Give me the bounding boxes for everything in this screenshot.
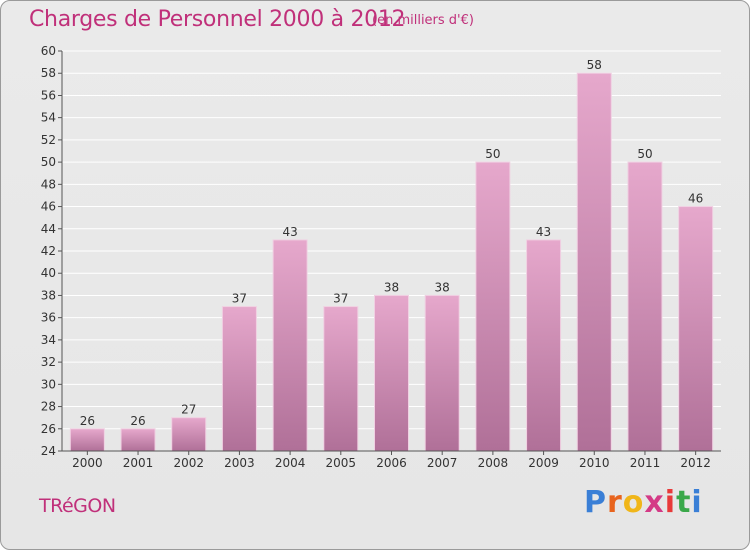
data-label: 37 xyxy=(333,292,348,306)
x-tick-label: 2003 xyxy=(224,456,255,470)
data-label: 46 xyxy=(688,192,703,206)
proxiti-logo: Proxiti xyxy=(584,485,703,520)
data-label: 58 xyxy=(587,58,602,72)
data-label: 26 xyxy=(130,414,145,428)
x-tick-label: 2012 xyxy=(680,456,711,470)
x-tick-label: 2006 xyxy=(376,456,407,470)
x-tick-label: 2008 xyxy=(478,456,509,470)
x-tick-label: 2001 xyxy=(123,456,154,470)
x-tick-label: 2009 xyxy=(528,456,559,470)
x-tick-label: 2004 xyxy=(275,456,306,470)
data-label: 50 xyxy=(637,147,652,161)
y-tick-label: 34 xyxy=(41,333,56,347)
logo-letter: P xyxy=(584,485,607,520)
y-axis: 24 26 28 30 32 34 36 38 40 42 44 46 48 50 52 54 56 58 60 xyxy=(41,44,63,458)
data-label: 38 xyxy=(435,280,450,294)
bar xyxy=(526,239,562,452)
bar xyxy=(69,428,105,452)
x-tick-label: 2002 xyxy=(173,456,204,470)
bars xyxy=(69,72,714,452)
logo-letter: t xyxy=(676,485,692,520)
y-tick-label: 46 xyxy=(41,200,56,214)
logo-letter: x xyxy=(644,485,665,520)
x-tick-label: 2007 xyxy=(427,456,458,470)
y-tick-label: 60 xyxy=(41,44,56,58)
data-label: 37 xyxy=(232,292,247,306)
y-tick-label: 52 xyxy=(41,133,56,147)
y-tick-label: 32 xyxy=(41,355,56,369)
y-tick-label: 44 xyxy=(41,222,56,236)
logo-letter: r xyxy=(607,485,623,520)
y-tick-label: 26 xyxy=(41,422,56,436)
chart-title: Charges de Personnel 2000 à 2012 xyxy=(29,7,406,32)
chart-subtitle: (en milliers d'€) xyxy=(372,13,474,28)
y-tick-label: 54 xyxy=(41,111,56,125)
y-tick-label: 28 xyxy=(41,400,56,414)
y-tick-label: 38 xyxy=(41,288,56,302)
data-label: 43 xyxy=(536,225,551,239)
y-tick-label: 50 xyxy=(41,155,56,169)
x-tick-label: 2010 xyxy=(579,456,610,470)
commune-name: TRéGON xyxy=(39,495,116,517)
bar xyxy=(374,294,409,452)
data-label: 27 xyxy=(181,403,196,417)
y-tick-label: 48 xyxy=(41,177,56,191)
y-tick-label: 36 xyxy=(41,311,56,325)
bar xyxy=(424,294,460,452)
y-tick-label: 56 xyxy=(41,88,56,102)
logo-letter: i xyxy=(664,485,677,520)
bar xyxy=(678,206,714,452)
data-label: 50 xyxy=(485,147,500,161)
logo-letter: o xyxy=(622,485,645,520)
logo-letter: i xyxy=(691,485,703,520)
x-tick-label: 2000 xyxy=(72,456,103,470)
y-tick-label: 24 xyxy=(41,444,56,458)
bar xyxy=(475,161,511,452)
x-axis: 2000 2001 2002 2003 2004 2005 2006 2007 2008 2009… xyxy=(62,450,721,470)
data-labels: 26 26 27 37 43 37 38 38 50 43 58 50 46 xyxy=(80,58,704,428)
bar xyxy=(627,161,663,452)
y-tick-label: 40 xyxy=(41,266,56,280)
bar xyxy=(171,417,207,452)
y-tick-label: 30 xyxy=(41,377,56,391)
y-tick-label: 58 xyxy=(41,66,56,80)
data-label: 43 xyxy=(282,225,297,239)
y-tick-label: 42 xyxy=(41,244,56,258)
bar xyxy=(323,306,359,452)
bar xyxy=(221,306,257,452)
data-label: 26 xyxy=(80,414,95,428)
data-label: 38 xyxy=(384,280,399,294)
bar xyxy=(576,72,612,452)
x-tick-label: 2011 xyxy=(630,456,661,470)
bar xyxy=(272,239,308,452)
bar xyxy=(120,428,156,452)
x-tick-label: 2005 xyxy=(326,456,357,470)
